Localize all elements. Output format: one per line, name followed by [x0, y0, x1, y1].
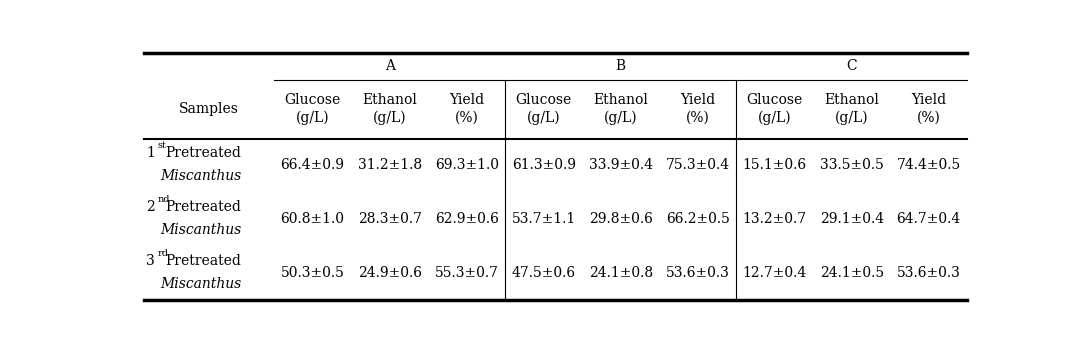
Text: Pretreated: Pretreated: [166, 254, 242, 268]
Text: rd: rd: [157, 249, 168, 258]
Text: 66.4±0.9: 66.4±0.9: [281, 158, 345, 172]
Text: 47.5±0.6: 47.5±0.6: [512, 266, 576, 280]
Text: 2: 2: [146, 200, 155, 214]
Text: 29.1±0.4: 29.1±0.4: [820, 212, 883, 226]
Text: 55.3±0.7: 55.3±0.7: [435, 266, 499, 280]
Text: Yield
(%): Yield (%): [449, 94, 485, 125]
Text: Samples: Samples: [179, 102, 238, 116]
Text: Glucose
(g/L): Glucose (g/L): [747, 93, 803, 125]
Text: A: A: [385, 59, 395, 73]
Text: 60.8±1.0: 60.8±1.0: [281, 212, 345, 226]
Text: 53.6±0.3: 53.6±0.3: [666, 266, 730, 280]
Text: 24.1±0.8: 24.1±0.8: [589, 266, 653, 280]
Text: 1: 1: [146, 146, 155, 161]
Text: 33.5±0.5: 33.5±0.5: [820, 158, 883, 172]
Text: 64.7±0.4: 64.7±0.4: [896, 212, 960, 226]
Text: 50.3±0.5: 50.3±0.5: [281, 266, 345, 280]
Text: 61.3±0.9: 61.3±0.9: [512, 158, 576, 172]
Text: Ethanol
(g/L): Ethanol (g/L): [362, 93, 417, 125]
Text: 24.1±0.5: 24.1±0.5: [820, 266, 883, 280]
Text: 15.1±0.6: 15.1±0.6: [743, 158, 806, 172]
Text: Miscanthus: Miscanthus: [160, 277, 242, 291]
Text: Ethanol
(g/L): Ethanol (g/L): [824, 93, 879, 125]
Text: 74.4±0.5: 74.4±0.5: [896, 158, 960, 172]
Text: 31.2±1.8: 31.2±1.8: [358, 158, 422, 172]
Text: st: st: [157, 141, 166, 150]
Text: 33.9±0.4: 33.9±0.4: [589, 158, 653, 172]
Text: 12.7±0.4: 12.7±0.4: [743, 266, 806, 280]
Text: 13.2±0.7: 13.2±0.7: [743, 212, 806, 226]
Text: B: B: [616, 59, 625, 73]
Text: 29.8±0.6: 29.8±0.6: [589, 212, 653, 226]
Text: C: C: [847, 59, 857, 73]
Text: 69.3±1.0: 69.3±1.0: [435, 158, 499, 172]
Text: 53.7±1.1: 53.7±1.1: [512, 212, 576, 226]
Text: Ethanol
(g/L): Ethanol (g/L): [593, 93, 648, 125]
Text: Miscanthus: Miscanthus: [160, 169, 242, 183]
Text: 3: 3: [146, 254, 155, 268]
Text: 62.9±0.6: 62.9±0.6: [435, 212, 499, 226]
Text: 75.3±0.4: 75.3±0.4: [666, 158, 730, 172]
Text: Miscanthus: Miscanthus: [160, 223, 242, 237]
Text: 53.6±0.3: 53.6±0.3: [896, 266, 960, 280]
Text: Yield
(%): Yield (%): [680, 94, 715, 125]
Text: Glucose
(g/L): Glucose (g/L): [516, 93, 571, 125]
Text: Pretreated: Pretreated: [166, 200, 242, 214]
Text: nd: nd: [157, 195, 170, 204]
Text: Yield
(%): Yield (%): [912, 94, 946, 125]
Text: 66.2±0.5: 66.2±0.5: [666, 212, 730, 226]
Text: 28.3±0.7: 28.3±0.7: [358, 212, 422, 226]
Text: Pretreated: Pretreated: [166, 146, 242, 161]
Text: 24.9±0.6: 24.9±0.6: [358, 266, 422, 280]
Text: Glucose
(g/L): Glucose (g/L): [284, 93, 340, 125]
